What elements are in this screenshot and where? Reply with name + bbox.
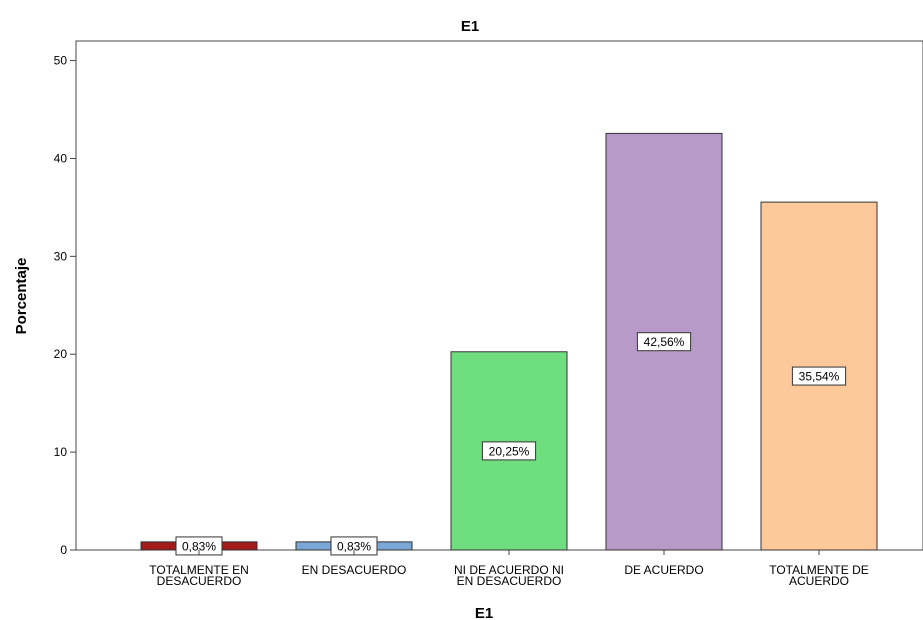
y-tick-label: 40 [54,151,68,165]
x-tick-label: ACUERDO [789,574,849,588]
data-label-box [636,332,692,352]
y-tick-label: 20 [54,347,68,361]
y-tick-label: 0 [60,543,67,557]
x-tick-label: TOTALMENTE EN [149,563,249,577]
x-tick-label: EN DESACUERDO [457,574,562,588]
x-tick-label: TOTALMENTE DE [769,563,869,577]
data-label: 42,56% [644,335,685,349]
data-label: 20,25% [489,444,530,458]
x-axis-title: E1 [475,605,493,620]
y-tick-label: 10 [54,445,68,459]
y-tick-label: 50 [54,54,68,68]
data-label: 0,83% [182,539,216,553]
x-tick-label: NI DE ACUERDO NI [454,563,564,577]
x-tick-label: DESACUERDO [157,574,242,588]
bars: 0,83% 0,83% 20,25% 42,56% 35,54% [140,132,878,556]
data-label: 35,54% [799,370,840,384]
x-tick-label: DE ACUERDO [624,563,703,577]
y-axis-title: Porcentaje [13,258,30,335]
chart-title: E1 [461,18,479,35]
data-label-box [481,441,537,461]
y-tick-label: 30 [54,249,68,263]
data-label-box [791,366,847,386]
x-tick-label: EN DESACUERDO [302,563,407,577]
y-axis: 0 10 20 30 40 50 [54,54,76,557]
data-label: 0,83% [337,539,371,553]
